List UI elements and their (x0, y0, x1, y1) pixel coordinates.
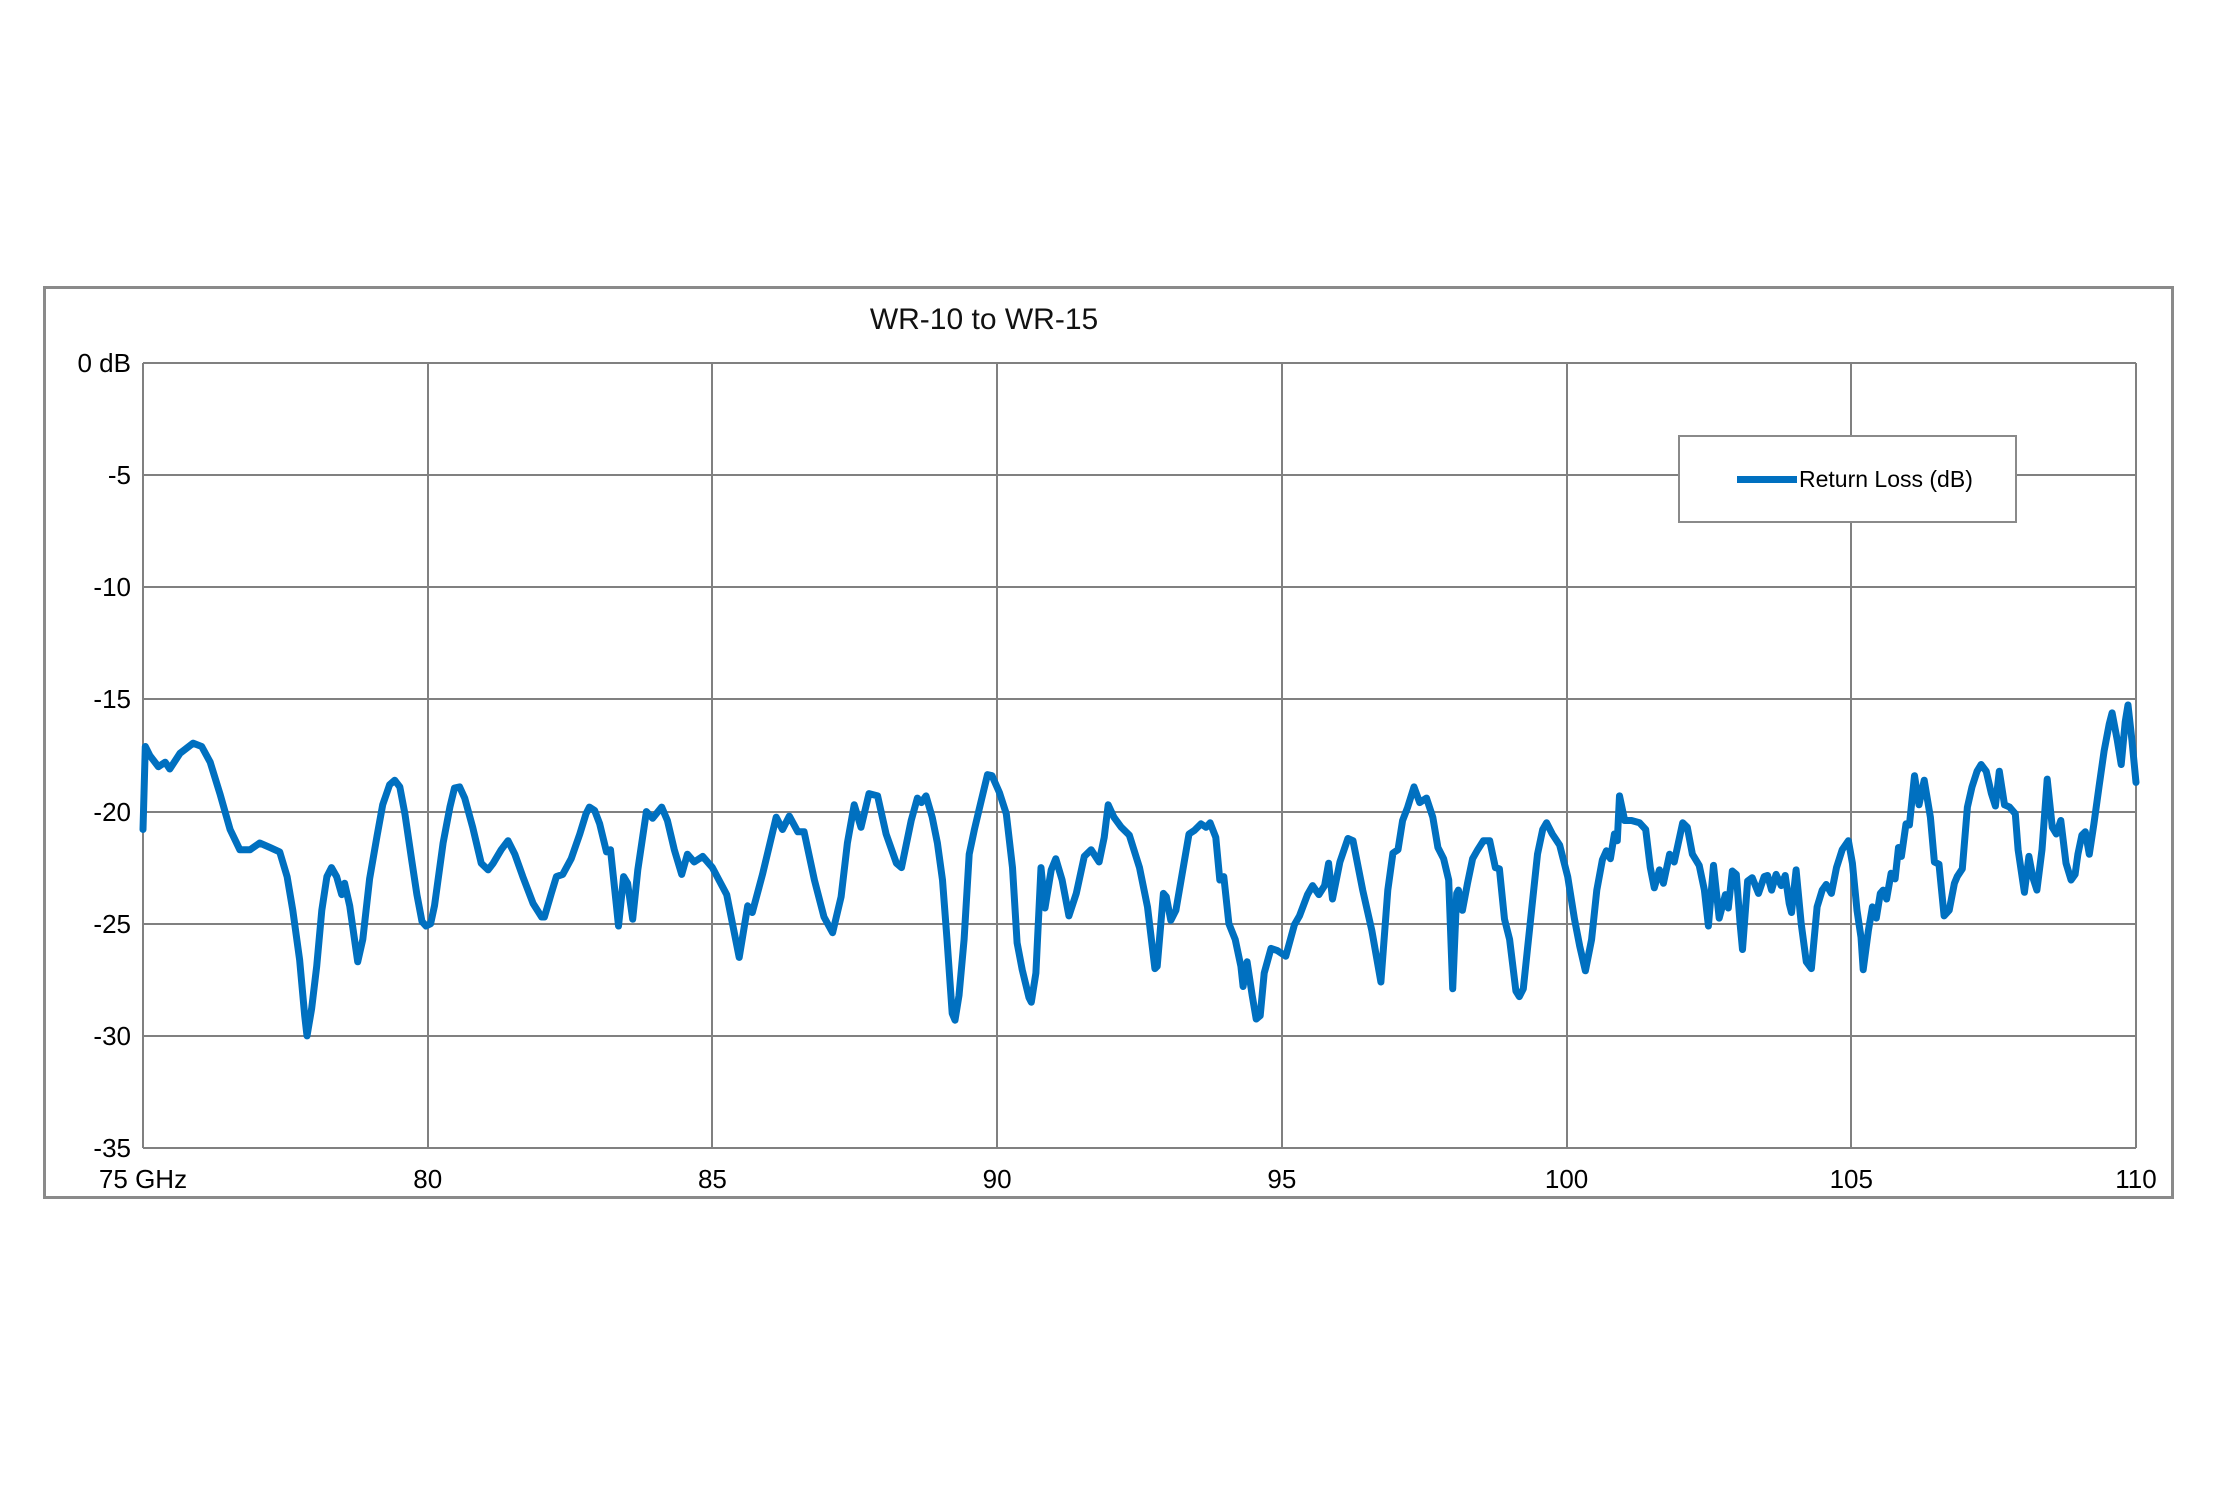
horizontal-gridline (143, 698, 2136, 701)
vertical-gridline (1565, 363, 1568, 1148)
vertical-gridline (1280, 363, 1283, 1148)
x-tick-label: 80 (413, 1164, 443, 1194)
x-tick-label: 100 (1544, 1164, 1589, 1194)
vertical-gridline (1850, 363, 1853, 1148)
plot-area (139, 362, 2140, 1149)
y-tick-label: -15 (93, 684, 131, 715)
horizontal-gridline (143, 362, 2136, 364)
y-tick-label: -25 (93, 908, 131, 939)
x-tick-label: 90 (982, 1164, 1012, 1194)
y-tick-label: -20 (93, 796, 131, 827)
legend: Return Loss (dB) (1678, 435, 2017, 523)
horizontal-gridline (143, 922, 2136, 925)
horizontal-gridline (143, 1147, 2136, 1149)
y-tick-label: -10 (93, 572, 131, 603)
chart-frame: WR-10 to WR-15 0 dB -5 -10 -15 -20 -25 -30 -35 … (43, 286, 2174, 1199)
horizontal-gridline (143, 810, 2136, 813)
x-tick-label: 95 (1267, 1164, 1297, 1194)
y-tick-label: -5 (107, 460, 131, 491)
vertical-gridline (711, 363, 714, 1148)
vertical-gridline (996, 363, 999, 1148)
y-tick-label: -30 (93, 1020, 131, 1051)
horizontal-gridline (143, 474, 2136, 477)
vertical-gridline (426, 363, 429, 1148)
return-loss-chart (139, 701, 2140, 1040)
legend-label: Return Loss (dB) (1799, 465, 1973, 492)
x-tick-label: 75 GHz (98, 1164, 188, 1194)
horizontal-gridline (143, 586, 2136, 589)
y-tick-label: 0 dB (77, 348, 132, 378)
x-tick-label: 105 (1829, 1164, 1873, 1194)
x-tick-label: 110 (2115, 1164, 2157, 1194)
return-loss-line (139, 701, 2140, 1040)
x-tick-label: 85 (697, 1164, 727, 1194)
horizontal-gridline (143, 1034, 2136, 1037)
y-tick-label: -35 (93, 1133, 131, 1163)
legend-line-swatch (1737, 475, 1797, 483)
chart-title: WR-10 to WR-15 (869, 303, 1099, 336)
